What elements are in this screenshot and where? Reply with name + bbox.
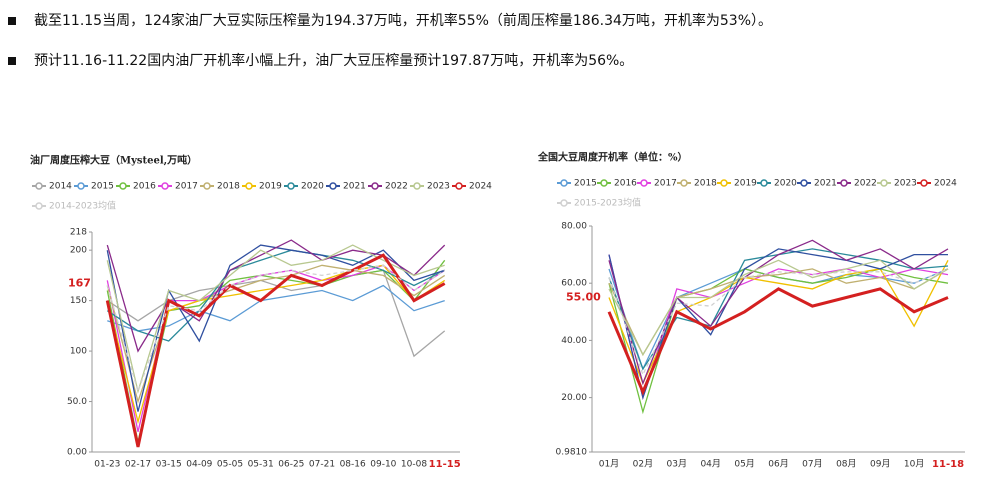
series-line <box>607 287 949 396</box>
legend-label: 2024 <box>934 179 957 189</box>
x-tick-label: 02月 <box>633 459 653 470</box>
legend-label: 2015-2023均值 <box>574 197 641 209</box>
legend-label: 2022 <box>854 179 877 189</box>
x-tick-label: 05-05 <box>217 460 243 470</box>
x-tick-label: 08-16 <box>340 460 366 470</box>
y-tick-label: 150 <box>70 296 87 306</box>
legend-label: 2015 <box>91 182 114 192</box>
y-marker-label: 55.00 <box>566 291 601 304</box>
chart-title: 全国大豆周度开机率（单位：%） <box>537 151 688 164</box>
x-tick-label: 01月 <box>599 459 619 470</box>
legend-marker <box>720 179 728 187</box>
legend-label: 2020 <box>774 179 797 189</box>
x-tick-label: 08月 <box>836 459 856 470</box>
legend-label: 2014-2023均值 <box>49 200 116 212</box>
y-tick-label: 200 <box>70 246 87 256</box>
legend-marker <box>77 182 85 190</box>
legend-label: 2016 <box>614 179 637 189</box>
series-line <box>106 264 446 394</box>
series-line <box>105 253 446 448</box>
series-line <box>608 259 949 357</box>
legend-marker <box>35 182 43 190</box>
legend-marker <box>800 179 808 187</box>
y-tick-label: 0.00 <box>67 448 87 458</box>
x-tick-label: 04-09 <box>186 460 212 470</box>
series-line <box>106 249 445 342</box>
legend-marker <box>203 182 211 190</box>
series-line <box>608 260 949 385</box>
x-tick-label: 05-31 <box>248 460 274 470</box>
legend-label: 2015 <box>574 179 597 189</box>
legend-label: 2018 <box>217 182 240 192</box>
legend-label: 2023 <box>894 179 917 189</box>
bullet: 截至11.15当周，124家油厂大豆实际压榨量为194.37万吨，开机率55%（… <box>8 10 772 30</box>
x-tick-label: 02-17 <box>125 460 151 470</box>
x-tick-label: 07-21 <box>309 460 335 470</box>
bullet-text: 截至11.15当周，124家油厂大豆实际压榨量为194.37万吨，开机率55%（… <box>34 13 773 29</box>
legend-label: 2021 <box>814 179 837 189</box>
series-line <box>608 248 948 400</box>
x-tick-label: 04月 <box>700 459 720 470</box>
series-line <box>608 268 949 377</box>
bullet: 预计11.16-11.22国内油厂开机率小幅上升，油厂大豆压榨量预计197.87… <box>8 50 633 70</box>
legend-marker <box>413 182 421 190</box>
x-tick-label: 10-08 <box>401 460 427 470</box>
y-marker-label: 167 <box>68 276 91 289</box>
x-tick-label: 09-10 <box>370 460 396 470</box>
x-tick-label: 06-25 <box>278 460 304 470</box>
y-tick-label: 100 <box>70 347 87 357</box>
legend-label: 2016 <box>133 182 156 192</box>
legend-label: 2018 <box>694 179 717 189</box>
legend-marker <box>840 179 848 187</box>
y-tick-label: 60.00 <box>561 279 587 289</box>
series-line <box>106 269 446 358</box>
x-tick-label: 03-15 <box>156 460 182 470</box>
chart-title: 油厂周度压榨大豆（Mysteel,万吨） <box>30 154 197 167</box>
legend-marker <box>245 182 253 190</box>
y-tick-label: 0.9810 <box>556 448 588 458</box>
legend-marker <box>880 179 888 187</box>
y-tick-label: 40.00 <box>561 336 587 346</box>
x-tick-label: 01-23 <box>94 460 120 470</box>
y-tick-label: 50.0 <box>67 397 87 407</box>
legend-marker <box>920 179 928 187</box>
y-tick-label: 20.00 <box>561 393 587 403</box>
x-tick-label: 07月 <box>802 459 822 470</box>
legend-label: 2023 <box>427 182 450 192</box>
legend-marker <box>560 199 568 207</box>
legend-marker <box>35 202 43 210</box>
legend-label: 2017 <box>654 179 677 189</box>
legend-marker <box>371 182 379 190</box>
legend-marker <box>640 179 648 187</box>
legend-marker <box>161 182 169 190</box>
legend-marker <box>560 179 568 187</box>
legend-marker <box>680 179 688 187</box>
legend-marker <box>455 182 463 190</box>
legend-marker <box>119 182 127 190</box>
x-tick-label: 03月 <box>667 459 687 470</box>
legend-label: 2019 <box>259 182 282 192</box>
legend-label: 2014 <box>49 182 72 192</box>
legend-label: 2022 <box>385 182 408 192</box>
legend-label: 2024 <box>469 182 492 192</box>
legend-label: 2017 <box>175 182 198 192</box>
y-tick-label: 80.00 <box>561 222 587 232</box>
x-tick-label: 05月 <box>734 459 754 470</box>
x-tick-label: 11-18 <box>932 459 964 470</box>
x-tick-label: 11-15 <box>429 459 461 470</box>
bullet-text: 预计11.16-11.22国内油厂开机率小幅上升，油厂大豆压榨量预计197.87… <box>34 53 634 69</box>
x-tick-label: 09月 <box>870 459 890 470</box>
legend-marker <box>287 182 295 190</box>
y-tick-label: 218 <box>70 228 87 238</box>
x-tick-label: 06月 <box>768 459 788 470</box>
legend-label: 2021 <box>343 182 366 192</box>
legend-label: 2020 <box>301 182 324 192</box>
legend-marker <box>600 179 608 187</box>
legend-marker <box>760 179 768 187</box>
x-tick-label: 10月 <box>904 459 924 470</box>
legend-label: 2019 <box>734 179 757 189</box>
legend-marker <box>329 182 337 190</box>
